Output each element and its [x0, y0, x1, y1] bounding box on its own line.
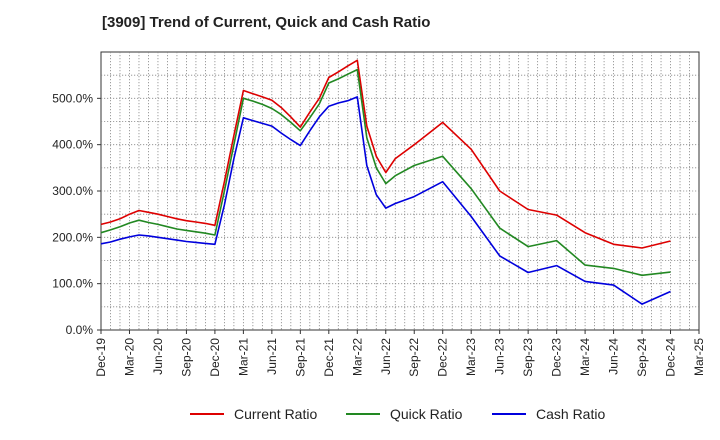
x-tick-label: Dec-22	[436, 338, 450, 377]
grid-layer	[100, 51, 700, 331]
x-tick-label: Jun-24	[607, 338, 621, 375]
x-tick-label: Dec-20	[208, 338, 222, 377]
y-tick-label: 100.0%	[52, 277, 93, 291]
y-tick-label: 500.0%	[52, 91, 93, 105]
x-tick-label: Mar-25	[692, 338, 706, 376]
x-tick-label: Jun-20	[151, 338, 165, 375]
x-tick-label: Jun-21	[265, 338, 279, 375]
x-tick-label: Jun-22	[379, 338, 393, 375]
series-layer	[100, 59, 671, 305]
series-line-quick-ratio	[100, 68, 671, 277]
x-tick-label: Sep-24	[635, 338, 649, 377]
legend-layer: Current Ratio Quick Ratio Cash Ratio	[190, 406, 605, 422]
x-tick-label: Mar-24	[578, 338, 592, 376]
legend-label-current-ratio: Current Ratio	[234, 406, 317, 422]
plot-area	[100, 51, 700, 331]
y-tick-label: 400.0%	[52, 138, 93, 152]
x-tick-label: Mar-21	[236, 338, 250, 376]
x-tick-label: Sep-21	[293, 338, 307, 377]
axis-layer: 0.0% 100.0% 200.0% 300.0% 400.0% 500.0% Dec-19…	[52, 91, 706, 376]
x-tick-label: Sep-23	[521, 338, 535, 377]
x-tick-label: Mar-20	[122, 338, 136, 376]
x-tick-label: Dec-23	[550, 338, 564, 377]
y-tick-label: 200.0%	[52, 230, 93, 244]
legend-label-cash-ratio: Cash Ratio	[536, 406, 605, 422]
x-tick-label: Sep-22	[407, 338, 421, 377]
legend-label-quick-ratio: Quick Ratio	[390, 406, 463, 422]
series-line-current-ratio	[100, 59, 671, 249]
series-line-cash-ratio	[100, 96, 671, 305]
x-tick-label: Mar-23	[464, 338, 478, 376]
x-tick-label: Dec-24	[664, 338, 678, 377]
x-tick-label: Dec-21	[322, 338, 336, 377]
y-tick-label: 0.0%	[66, 323, 94, 337]
chart-title: [3909] Trend of Current, Quick and Cash …	[102, 14, 431, 31]
x-tick-label: Mar-22	[350, 338, 364, 376]
y-tick-label: 300.0%	[52, 184, 93, 198]
x-tick-label: Dec-19	[94, 338, 108, 377]
x-tick-label: Sep-20	[179, 338, 193, 377]
x-tick-label: Jun-23	[493, 338, 507, 375]
